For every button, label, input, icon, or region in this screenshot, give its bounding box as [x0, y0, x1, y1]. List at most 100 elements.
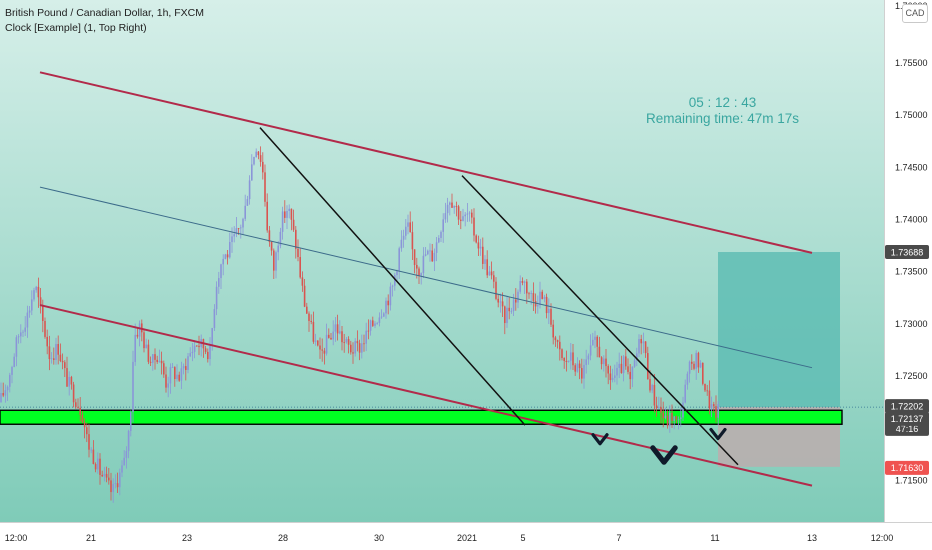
support-zone [0, 409, 843, 425]
currency-badge[interactable]: CAD [902, 4, 928, 23]
candle-body [715, 406, 717, 418]
candle-body [367, 330, 370, 332]
time-tick-label: 21 [86, 533, 96, 543]
candle-body [506, 307, 508, 324]
candle-body [330, 337, 332, 340]
candle-body [22, 331, 24, 333]
clock-remaining: Remaining time: 47m 17s [645, 111, 800, 126]
check-mark [650, 445, 678, 465]
candle-body [323, 350, 326, 354]
candle-body [310, 320, 312, 322]
candle-body [97, 458, 99, 470]
candle-body [50, 358, 53, 360]
candle-body [253, 157, 255, 165]
candle-body [400, 239, 403, 249]
candle-body [501, 301, 504, 307]
candle-body [277, 245, 279, 253]
candle-body [369, 320, 372, 331]
candle-body [697, 352, 700, 368]
price-tick-label: 1.74000 [895, 214, 928, 224]
candle-body [402, 235, 405, 240]
candle-body [187, 356, 189, 370]
candle-body [416, 264, 418, 269]
candle-body [682, 402, 684, 418]
candle-body [68, 376, 70, 387]
candle-body [233, 234, 235, 237]
candle-body [213, 309, 216, 328]
candle-body [550, 308, 552, 325]
candle-body [438, 237, 440, 243]
candle-body [684, 384, 686, 403]
candle-body [471, 212, 473, 218]
candle-body [121, 465, 123, 473]
candle-body [262, 161, 264, 173]
indicator-title[interactable]: Clock [Example] (1, Top Right) [5, 22, 147, 34]
candle-body [90, 449, 92, 451]
candle-body [339, 331, 341, 334]
candle-body [235, 228, 238, 235]
candle-body [636, 353, 638, 361]
time-axis: 12:00 21 23 28 30 2021 5 7 11 13 12:00 [0, 522, 932, 550]
candle-body [189, 353, 191, 357]
symbol-title[interactable]: British Pound / Canadian Dollar, 1h, FXC… [5, 7, 205, 19]
candle-body [4, 390, 7, 396]
candle-body [600, 357, 603, 365]
candle-body [376, 322, 378, 324]
candle-body [372, 320, 374, 326]
candle-body [523, 281, 526, 283]
candle-body [633, 360, 636, 367]
candle-body [24, 327, 26, 332]
candle-body [79, 407, 81, 416]
candle-body [306, 306, 308, 314]
candle-body [508, 307, 510, 312]
candle-body [427, 250, 429, 255]
candle-body [328, 334, 330, 338]
candle-body [647, 353, 649, 380]
candle-body [46, 336, 48, 347]
trend-line-2 [461, 175, 739, 466]
target-zone [718, 252, 840, 408]
candle-body [116, 483, 119, 488]
candle-body [592, 339, 594, 346]
candle-body [257, 151, 260, 156]
candle-body [204, 348, 207, 352]
candle-body [453, 205, 455, 208]
candle-body [255, 151, 257, 158]
candle-body [442, 219, 444, 232]
candle-body [611, 377, 614, 381]
candle-body [548, 308, 550, 314]
candle-body [61, 360, 64, 363]
candle-body [374, 323, 376, 326]
candle-body [435, 242, 438, 253]
candle-body [433, 252, 436, 262]
candle-body [281, 211, 284, 232]
candle-body [180, 368, 183, 381]
channel-lower-line [39, 304, 813, 487]
candle-body [149, 361, 152, 363]
candle-body [290, 208, 293, 220]
candle-body [655, 405, 658, 409]
candle-body [363, 343, 365, 345]
candle-body [81, 415, 84, 423]
candle-body [248, 180, 251, 200]
candle-body [495, 281, 497, 299]
trend-line-1 [259, 127, 526, 426]
candle-body [596, 336, 598, 347]
candle-body [532, 293, 535, 302]
candle-body [625, 356, 627, 367]
candle-body [565, 360, 568, 362]
candle-body [462, 216, 464, 221]
candle-body [11, 366, 13, 375]
candle-body [15, 337, 18, 357]
candle-body [396, 270, 398, 276]
candle-body [713, 404, 715, 407]
candle-body [119, 472, 121, 488]
candle-body [270, 242, 273, 251]
candle-body [101, 474, 103, 477]
candle-body [429, 250, 431, 252]
candle-body [455, 205, 458, 207]
candle-body [699, 362, 702, 368]
candle-body [389, 286, 392, 306]
